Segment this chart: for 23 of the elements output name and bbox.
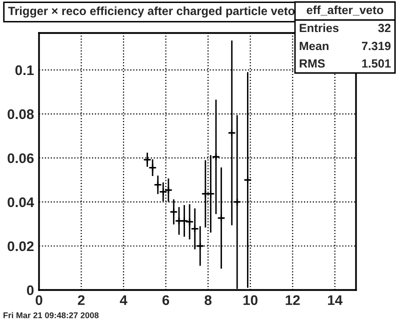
x-tick-label: 6 <box>162 295 170 306</box>
annotation: RMS <box>300 59 325 68</box>
y-tick-label: 0.08 <box>8 109 34 120</box>
x-tick-label: 0 <box>36 295 42 306</box>
text: Entries <box>300 24 339 32</box>
y-tick-label: 0.04 <box>8 197 34 208</box>
text: 1.501 <box>362 59 391 68</box>
text: 7.319 <box>362 42 391 50</box>
x-tick-label: 10 <box>243 295 258 306</box>
annotation: Mean <box>300 42 328 50</box>
chart-title: Trigger × reco efficiency after charged particle veto <box>8 6 295 18</box>
x-tick-label: 8 <box>204 295 212 306</box>
text: eff_after_veto <box>306 6 384 16</box>
x-tick-label: 2 <box>78 295 85 305</box>
x-tick-label: 4 <box>120 295 128 305</box>
text: Fri Mar 21 09:48:27 2008 <box>4 312 99 318</box>
x-tick-label: 12 <box>286 295 300 305</box>
y-tick-label: 0 <box>26 285 34 296</box>
x-tick-label: 14 <box>328 295 343 305</box>
y-tick-label: 0.02 <box>8 241 34 252</box>
y-tick-label: 0.1 <box>15 65 34 76</box>
y-tick-label: 0.06 <box>8 153 34 164</box>
text: 32 <box>378 24 391 32</box>
